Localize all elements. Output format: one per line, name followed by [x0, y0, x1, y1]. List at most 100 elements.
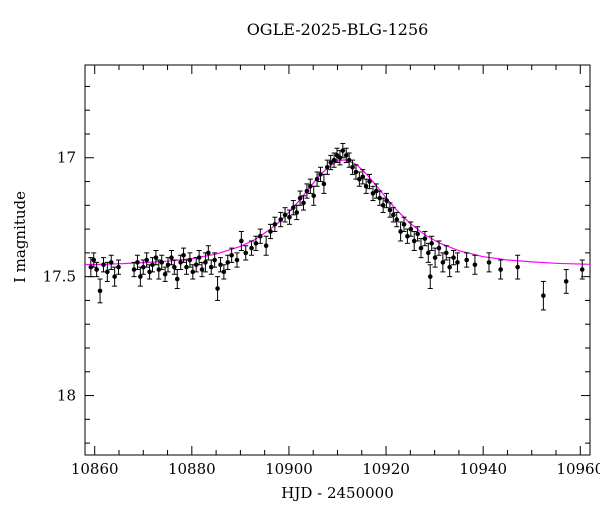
- data-point: [472, 262, 478, 268]
- data-point: [169, 255, 174, 260]
- data-point: [541, 293, 546, 298]
- data-point: [112, 274, 117, 279]
- data-point: [239, 238, 244, 244]
- data-point: [384, 198, 389, 203]
- x-tick-label: 10860: [71, 460, 119, 478]
- data-point: [263, 243, 269, 249]
- data-point: [165, 262, 171, 268]
- data-point: [144, 257, 149, 263]
- data-point: [278, 217, 283, 222]
- data-point: [515, 264, 520, 270]
- data-point: [427, 274, 433, 279]
- x-tick-label: 10920: [362, 460, 410, 478]
- data-point: [432, 255, 438, 260]
- x-axis-label: HJD - 2450000: [281, 484, 394, 502]
- data-point: [380, 203, 386, 208]
- data-point: [101, 262, 106, 268]
- data-point: [94, 267, 99, 272]
- data-point: [206, 250, 211, 256]
- data-point: [150, 262, 155, 268]
- data-point: [447, 264, 452, 270]
- x-tick-label: 10900: [265, 460, 313, 478]
- data-point: [415, 231, 420, 237]
- data-point: [331, 157, 337, 163]
- data-point: [291, 205, 296, 210]
- data-point: [97, 288, 103, 294]
- data-point: [138, 274, 143, 279]
- data-point: [199, 267, 205, 272]
- data-point: [147, 269, 152, 275]
- data-point: [234, 257, 240, 263]
- data-point: [363, 183, 369, 189]
- data-point: [193, 262, 199, 268]
- data-point: [208, 264, 214, 270]
- data-point: [91, 257, 97, 263]
- data-point: [212, 257, 217, 263]
- y-tick-label: 18: [57, 387, 76, 405]
- data-point: [294, 210, 300, 215]
- data-point: [422, 236, 428, 241]
- x-tick-label: 10880: [168, 460, 216, 478]
- data-point: [418, 245, 424, 251]
- data-point: [229, 252, 234, 258]
- data-point: [360, 174, 366, 180]
- data-point: [172, 264, 177, 270]
- data-point: [304, 188, 310, 194]
- data-point: [563, 279, 569, 284]
- data-point: [328, 160, 334, 165]
- data-point: [187, 257, 193, 263]
- data-point: [272, 222, 278, 227]
- data-point: [579, 267, 585, 272]
- data-point: [398, 229, 403, 234]
- data-point: [268, 229, 273, 234]
- data-point: [387, 207, 393, 213]
- data-point: [486, 260, 492, 265]
- data-point: [88, 264, 94, 270]
- data-point: [377, 195, 383, 201]
- data-point: [190, 269, 196, 275]
- data-point: [153, 255, 159, 260]
- data-point: [321, 181, 327, 187]
- data-point: [243, 250, 249, 256]
- data-point: [340, 148, 346, 153]
- data-point: [353, 169, 359, 175]
- data-point: [370, 191, 376, 196]
- data-point: [311, 193, 317, 199]
- data-point: [314, 176, 320, 182]
- data-point: [108, 260, 114, 265]
- data-point: [159, 260, 165, 265]
- data-point: [257, 233, 263, 239]
- x-tick-label: 10960: [556, 460, 600, 478]
- data-point: [408, 226, 414, 232]
- data-point: [436, 245, 442, 251]
- data-point: [156, 267, 162, 272]
- data-point: [196, 255, 202, 260]
- data-point: [178, 260, 183, 265]
- data-point: [282, 212, 288, 218]
- data-point: [308, 183, 313, 189]
- data-point: [464, 257, 469, 263]
- data-point: [253, 241, 259, 246]
- y-tick-label: 17.5: [43, 268, 76, 286]
- plot-title: OGLE-2025-BLG-1256: [246, 20, 429, 39]
- data-point: [394, 217, 400, 222]
- data-point: [337, 155, 343, 161]
- data-point: [426, 250, 431, 256]
- x-ticks: 10860 10880 10900 10920 10940 10960: [71, 65, 600, 478]
- data-point: [346, 157, 352, 163]
- x-tick-label: 10940: [459, 460, 507, 478]
- data-point: [116, 264, 121, 270]
- data-point: [181, 252, 186, 258]
- y-tick-label: 17: [57, 149, 76, 167]
- data-point: [215, 286, 220, 291]
- data-points: [88, 142, 585, 311]
- data-point: [455, 260, 460, 265]
- data-point: [131, 267, 137, 272]
- data-point: [140, 264, 146, 270]
- data-point: [249, 245, 254, 251]
- data-point: [429, 241, 435, 246]
- data-point: [325, 164, 330, 170]
- data-point: [391, 212, 396, 218]
- data-point: [184, 264, 189, 270]
